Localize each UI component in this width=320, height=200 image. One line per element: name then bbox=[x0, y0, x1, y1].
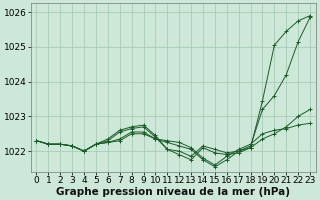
X-axis label: Graphe pression niveau de la mer (hPa): Graphe pression niveau de la mer (hPa) bbox=[56, 187, 290, 197]
